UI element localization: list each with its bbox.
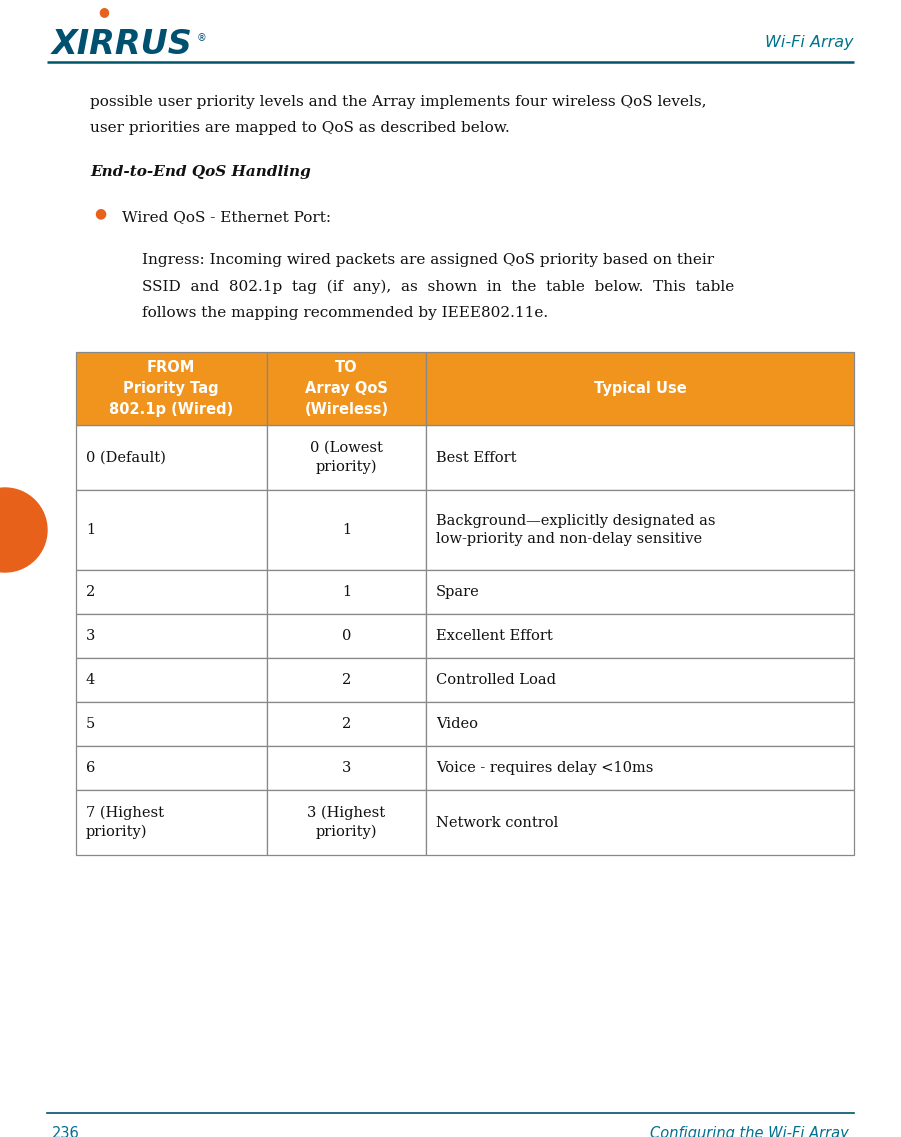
Text: 5: 5 — [86, 717, 96, 731]
Text: Configuring the Wi-Fi Array: Configuring the Wi-Fi Array — [651, 1126, 849, 1137]
Bar — [426, 614, 854, 658]
Text: Network control: Network control — [436, 815, 559, 830]
Bar — [426, 570, 854, 614]
Text: 1: 1 — [86, 523, 96, 537]
Text: 3: 3 — [86, 629, 96, 644]
Bar — [76, 490, 267, 570]
Bar — [76, 702, 267, 746]
Text: 1: 1 — [341, 586, 350, 599]
Text: FROM
Priority Tag
802.1p (Wired): FROM Priority Tag 802.1p (Wired) — [109, 360, 233, 417]
Text: Typical Use: Typical Use — [594, 381, 687, 396]
Text: 236: 236 — [52, 1126, 80, 1137]
Bar — [76, 790, 267, 855]
Text: 0: 0 — [341, 629, 351, 644]
Bar — [267, 352, 426, 425]
Text: Video: Video — [436, 717, 478, 731]
Text: possible user priority levels and the Array implements four wireless QoS levels,: possible user priority levels and the Ar… — [90, 96, 706, 109]
Text: ®: ® — [197, 33, 206, 43]
Text: XIRRUS: XIRRUS — [52, 27, 193, 60]
Text: 4: 4 — [86, 673, 96, 687]
Text: follows the mapping recommended by IEEE802.11e.: follows the mapping recommended by IEEE8… — [142, 306, 548, 319]
Text: Spare: Spare — [436, 586, 480, 599]
Text: End-to-End QoS Handling: End-to-End QoS Handling — [90, 165, 311, 179]
Text: Wi-Fi Array: Wi-Fi Array — [766, 34, 854, 50]
Bar — [76, 658, 267, 702]
Bar — [267, 425, 426, 490]
Text: Voice - requires delay <10ms: Voice - requires delay <10ms — [436, 761, 653, 775]
Bar — [267, 490, 426, 570]
Bar — [426, 352, 854, 425]
Bar — [267, 658, 426, 702]
Text: Best Effort: Best Effort — [436, 450, 516, 465]
Text: 2: 2 — [86, 586, 96, 599]
Bar — [267, 746, 426, 790]
Text: Wired QoS - Ethernet Port:: Wired QoS - Ethernet Port: — [122, 210, 332, 224]
Bar — [76, 425, 267, 490]
Bar — [76, 352, 267, 425]
Bar — [76, 614, 267, 658]
Text: 7 (Highest
priority): 7 (Highest priority) — [86, 806, 164, 839]
Circle shape — [0, 488, 47, 572]
Text: 3: 3 — [341, 761, 351, 775]
Text: 0 (Lowest
priority): 0 (Lowest priority) — [310, 441, 383, 474]
Bar — [267, 790, 426, 855]
Text: 0 (Default): 0 (Default) — [86, 450, 166, 465]
Text: 1: 1 — [341, 523, 350, 537]
Text: Background—explicitly designated as
low-priority and non-delay sensitive: Background—explicitly designated as low-… — [436, 514, 715, 546]
Text: ●: ● — [94, 206, 106, 219]
Bar — [267, 570, 426, 614]
Bar — [76, 570, 267, 614]
Bar — [426, 790, 854, 855]
Bar — [426, 746, 854, 790]
Text: Controlled Load: Controlled Load — [436, 673, 556, 687]
Text: Excellent Effort: Excellent Effort — [436, 629, 553, 644]
Text: 3 (Highest
priority): 3 (Highest priority) — [307, 806, 386, 839]
Text: 2: 2 — [341, 717, 351, 731]
Bar — [426, 702, 854, 746]
Text: SSID  and  802.1p  tag  (if  any),  as  shown  in  the  table  below.  This  tab: SSID and 802.1p tag (if any), as shown i… — [142, 280, 734, 293]
Bar — [426, 658, 854, 702]
Text: Ingress: Incoming wired packets are assigned QoS priority based on their: Ingress: Incoming wired packets are assi… — [142, 254, 714, 267]
Text: 6: 6 — [86, 761, 96, 775]
Text: ●: ● — [98, 6, 109, 18]
Bar — [426, 425, 854, 490]
Bar — [267, 702, 426, 746]
Bar — [267, 614, 426, 658]
Text: user priorities are mapped to QoS as described below.: user priorities are mapped to QoS as des… — [90, 121, 510, 135]
Text: TO
Array QoS
(Wireless): TO Array QoS (Wireless) — [305, 360, 388, 417]
Bar — [76, 746, 267, 790]
Text: 2: 2 — [341, 673, 351, 687]
Bar — [426, 490, 854, 570]
